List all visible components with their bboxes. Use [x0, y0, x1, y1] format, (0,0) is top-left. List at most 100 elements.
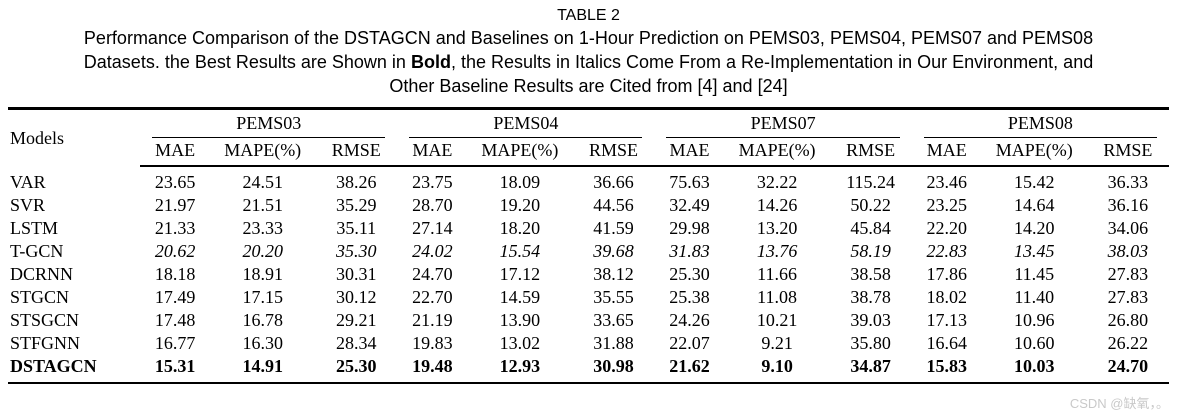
table-row: LSTM 21.33 23.33 35.11 27.14 18.20 41.59 29.98 1…	[8, 217, 1169, 240]
metric-value: 21.62	[669, 356, 710, 376]
metric-value: 13.02	[499, 333, 541, 353]
metric-value: 21.19	[412, 310, 453, 330]
metric-value: 23.65	[154, 172, 196, 192]
model-name: VAR	[10, 171, 46, 192]
metric-value: 18.18	[154, 264, 196, 284]
metric-value: 30.98	[593, 356, 634, 376]
metric-value: 16.77	[154, 333, 196, 353]
metric-value: 38.78	[850, 287, 891, 307]
table-row: SVR 21.97 21.51 35.29 28.70 19.20 44.56 32.49 14…	[8, 194, 1169, 217]
metric-value: 10.03	[1014, 356, 1055, 376]
group-label: PEMS04	[409, 110, 643, 138]
metric-value: 17.12	[499, 264, 541, 284]
metric-value: 35.11	[336, 218, 377, 238]
col-header-mape: MAPE(%)	[724, 138, 830, 167]
metric-value: 14.64	[1014, 195, 1055, 215]
metric-value: 9.21	[761, 333, 793, 353]
table-row: T-GCN 20.62 20.20 35.30 24.02 15.54 39.68 31.83…	[8, 240, 1169, 263]
group-header-pems07: PEMS07	[654, 109, 911, 138]
metric-value: 22.20	[926, 218, 967, 238]
metric-value: 19.83	[412, 333, 453, 353]
metric-value: 28.34	[336, 333, 377, 353]
metric-value: 38.58	[850, 264, 891, 284]
metric-value: 14.20	[1014, 218, 1055, 238]
metric-value: 11.66	[757, 264, 797, 284]
metric-value: 22.07	[669, 333, 710, 353]
metric-value: 38.26	[336, 172, 377, 192]
col-header-rmse: RMSE	[1086, 138, 1169, 167]
metric-header-row: MAE MAPE(%) RMSE MAE MAPE(%) RMSE MAE MA…	[8, 138, 1169, 167]
metric-value: 75.63	[669, 172, 710, 192]
metric-value: 24.70	[412, 264, 453, 284]
metric-value: 39.68	[593, 241, 634, 261]
metric-value: 23.33	[242, 218, 283, 238]
metric-value: 16.64	[926, 333, 967, 353]
metric-value: 15.54	[499, 241, 541, 261]
model-name: STGCN	[10, 287, 70, 307]
metric-value: 15.83	[926, 356, 967, 376]
metric-value: 23.25	[926, 195, 967, 215]
metric-value: 31.88	[593, 333, 634, 353]
table-row: STFGNN 16.77 16.30 28.34 19.83 13.02 31.88 22.0…	[8, 332, 1169, 355]
model-name: T-GCN	[10, 241, 64, 261]
col-header-mae: MAE	[140, 138, 211, 167]
table-row: DSTAGCN 15.31 14.91 25.30 19.48 12.93 30.98 21.…	[8, 355, 1169, 383]
table-body: VAR 23.65 24.51 38.26 23.75 18.09 36.66 75.63 32…	[8, 166, 1169, 383]
results-table: Models PEMS03 PEMS04 PEMS07 PEMS08 MAE M…	[8, 107, 1169, 384]
metric-value: 38.03	[1107, 241, 1149, 261]
metric-value: 24.70	[1107, 356, 1149, 376]
caption-text-pre: Datasets. the Best Results are Shown in	[83, 52, 411, 72]
metric-value: 36.33	[1107, 172, 1149, 192]
metric-value: 17.86	[926, 264, 967, 284]
col-header-mape: MAPE(%)	[210, 138, 316, 167]
csdn-watermark: CSDN @缺氧，。	[1069, 396, 1169, 411]
metric-value: 16.78	[242, 310, 283, 330]
table-row: VAR 23.65 24.51 38.26 23.75 18.09 36.66 75.63 32…	[8, 166, 1169, 194]
metric-value: 13.20	[756, 218, 798, 238]
metric-value: 44.56	[593, 195, 634, 215]
metric-value: 13.90	[499, 310, 541, 330]
model-name: STFGNN	[10, 333, 81, 353]
metric-value: 10.60	[1014, 333, 1055, 353]
col-header-mae: MAE	[397, 138, 468, 167]
col-header-rmse: RMSE	[315, 138, 398, 167]
metric-value: 15.31	[154, 356, 196, 376]
table-row: STSGCN 17.48 16.78 29.21 21.19 13.90 33.65 24.2…	[8, 309, 1169, 332]
metric-value: 33.65	[593, 310, 634, 330]
metric-value: 34.87	[850, 356, 891, 376]
col-header-rmse: RMSE	[829, 138, 912, 167]
metric-value: 17.13	[926, 310, 967, 330]
metric-value: 115.24	[846, 172, 896, 192]
group-header-row: Models PEMS03 PEMS04 PEMS07 PEMS08	[8, 109, 1169, 148]
metric-value: 26.22	[1107, 333, 1149, 353]
caption-line-3: Other Baseline Results are Cited from [4…	[389, 76, 788, 96]
metric-value: 16.30	[242, 333, 283, 353]
metric-value: 14.59	[499, 287, 541, 307]
metric-value: 32.22	[756, 172, 798, 192]
table-label: TABLE 2	[557, 7, 620, 24]
metric-value: 11.45	[1014, 264, 1055, 284]
metric-value: 15.42	[1014, 172, 1055, 192]
metric-value: 30.12	[336, 287, 377, 307]
metric-value: 17.15	[242, 287, 283, 307]
metric-value: 22.83	[926, 241, 967, 261]
metric-value: 35.55	[593, 287, 634, 307]
metric-value: 18.20	[499, 218, 541, 238]
caption-line-1: Performance Comparison of the DSTAGCN an…	[83, 28, 1094, 48]
model-name: LSTM	[10, 218, 59, 238]
metric-value: 18.02	[926, 287, 967, 307]
metric-value: 39.03	[850, 310, 891, 330]
metric-value: 17.49	[154, 287, 196, 307]
metric-value: 29.98	[669, 218, 710, 238]
metric-value: 21.33	[154, 218, 196, 238]
metric-value: 45.84	[850, 218, 891, 238]
col-header-mape: MAPE(%)	[981, 138, 1087, 167]
metric-value: 35.80	[850, 333, 891, 353]
group-header-pems08: PEMS08	[912, 109, 1169, 138]
group-label: PEMS03	[152, 110, 386, 138]
metric-value: 27.83	[1107, 264, 1149, 284]
col-header-mape: MAPE(%)	[467, 138, 573, 167]
metric-value: 18.09	[499, 172, 541, 192]
metric-value: 11.40	[1014, 287, 1055, 307]
caption-line-2: Datasets. the Best Results are Shown in …	[0, 50, 1177, 74]
